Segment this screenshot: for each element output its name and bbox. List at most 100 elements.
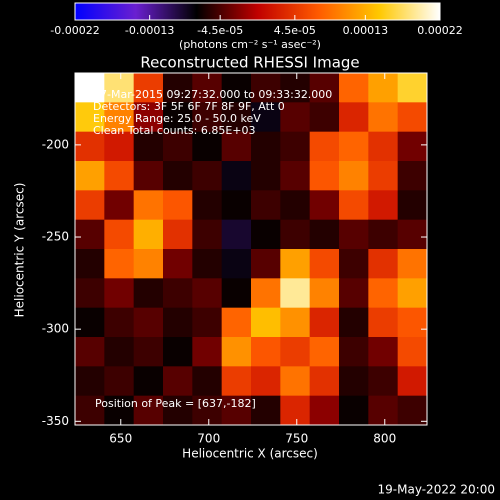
- pixel: [133, 190, 164, 221]
- pixel: [397, 278, 428, 309]
- pixel: [397, 366, 428, 397]
- pixel: [251, 249, 281, 279]
- x-tick-label: 750: [285, 432, 308, 446]
- pixel: [339, 307, 369, 338]
- pixel: [368, 337, 399, 367]
- x-tick-label: 650: [109, 432, 132, 446]
- pixel: [251, 307, 281, 338]
- pixel: [251, 73, 281, 103]
- pixel: [280, 219, 311, 250]
- pixel: [309, 366, 340, 397]
- pixel: [309, 73, 340, 103]
- pixel: [75, 131, 105, 162]
- pixel: [280, 395, 311, 426]
- colorbar-tick-label: -0.00013: [125, 24, 174, 37]
- pixel: [339, 219, 369, 250]
- pixel: [192, 190, 223, 221]
- pixel: [133, 249, 164, 279]
- pixel: [368, 73, 399, 103]
- pixel: [75, 337, 105, 367]
- pixel: [133, 366, 164, 397]
- pixel: [309, 249, 340, 279]
- pixel: [163, 190, 193, 221]
- colorbar: [74, 2, 441, 21]
- colorbar-tick-label: -4.5e-05: [197, 24, 243, 37]
- pixel: [368, 102, 399, 133]
- pixel: [163, 395, 193, 426]
- pixel: [192, 337, 223, 367]
- pixel: [163, 219, 193, 250]
- pixel: [221, 366, 252, 397]
- pixel: [221, 219, 252, 250]
- y-tick-label: -350: [42, 414, 69, 428]
- pixel: [339, 131, 369, 162]
- pixel: [397, 395, 428, 426]
- pixel: [309, 102, 340, 133]
- pixel: [163, 366, 193, 397]
- pixel: [309, 395, 340, 426]
- pixel: [251, 219, 281, 250]
- pixel: [251, 278, 281, 309]
- pixel: [397, 307, 428, 338]
- pixel: [251, 161, 281, 191]
- pixel: [133, 102, 164, 133]
- pixel: [75, 395, 105, 426]
- pixel: [221, 307, 252, 338]
- pixel: [133, 73, 164, 103]
- pixel: [221, 73, 252, 103]
- pixel: [309, 278, 340, 309]
- pixel: [280, 190, 311, 221]
- peak-label: Position of Peak = [637,-182]: [95, 397, 256, 410]
- pixel: [104, 161, 135, 191]
- pixel: [397, 161, 428, 191]
- pixel: [280, 73, 311, 103]
- y-axis-label: Heliocentric Y (arcsec): [13, 183, 27, 318]
- pixel: [104, 366, 135, 397]
- pixel: [192, 249, 223, 279]
- pixel: [221, 395, 252, 426]
- pixel: [251, 102, 281, 133]
- pixel: [309, 219, 340, 250]
- pixel: [75, 307, 105, 338]
- pixel: [163, 307, 193, 338]
- pixel: [192, 131, 223, 162]
- pixel: [192, 102, 223, 133]
- colorbar-label: (photons cm⁻² s⁻¹ asec⁻²): [179, 38, 321, 51]
- pixel: [133, 337, 164, 367]
- pixel: [163, 337, 193, 367]
- pixel: [309, 307, 340, 338]
- pixel: [75, 366, 105, 397]
- pixel: [192, 395, 223, 426]
- pixel: [251, 366, 281, 397]
- pixel: [133, 307, 164, 338]
- pixel: [163, 73, 193, 103]
- pixel: [368, 278, 399, 309]
- pixel: [221, 190, 252, 221]
- pixel: [368, 190, 399, 221]
- pixel: [339, 337, 369, 367]
- pixel: [280, 278, 311, 309]
- pixel: [397, 131, 428, 162]
- x-tick-label: 800: [373, 432, 396, 446]
- pixel: [397, 190, 428, 221]
- pixel: [221, 249, 252, 279]
- pixel: [368, 395, 399, 426]
- annotation: Detectors: 3F 5F 6F 7F 8F 9F, Att 0: [93, 100, 285, 113]
- pixel: [309, 337, 340, 367]
- y-tick-label: -200: [42, 137, 69, 151]
- pixel: [339, 249, 369, 279]
- pixel: [368, 366, 399, 397]
- pixel: [104, 102, 135, 133]
- x-axis-label: Heliocentric X (arcsec): [182, 447, 318, 461]
- pixel: [397, 73, 428, 103]
- pixel: [368, 161, 399, 191]
- pixel: [280, 249, 311, 279]
- y-tick-label: -250: [42, 230, 69, 244]
- pixel: [221, 161, 252, 191]
- pixel: [75, 278, 105, 309]
- pixel: [339, 395, 369, 426]
- pixel: [163, 161, 193, 191]
- pixel: [397, 219, 428, 250]
- pixel: [75, 190, 105, 221]
- pixel: [133, 131, 164, 162]
